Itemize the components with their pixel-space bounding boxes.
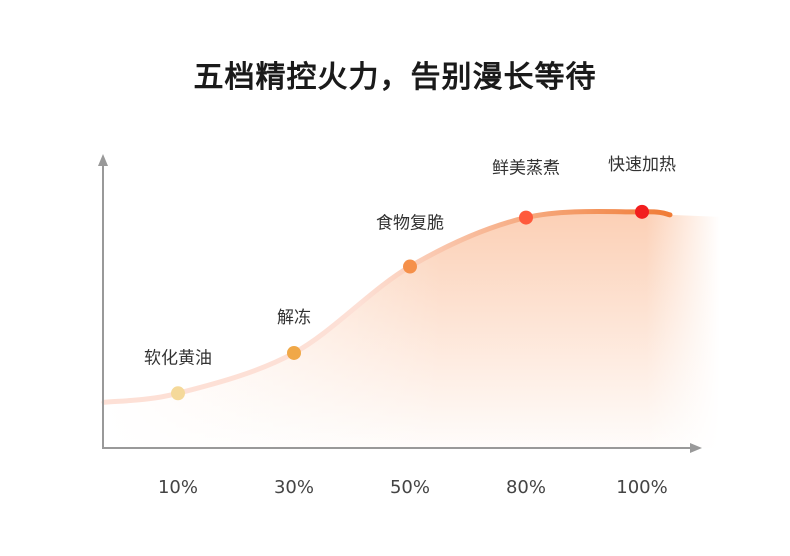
point-label: 软化黄油	[144, 348, 212, 368]
x-axis-arrow	[690, 443, 702, 453]
x-tick-label: 100%	[616, 477, 667, 498]
point-label: 鲜美蒸煮	[492, 159, 560, 179]
data-point	[171, 386, 185, 401]
data-point	[403, 259, 417, 274]
x-tick-label: 50%	[390, 477, 430, 498]
x-tick-label: 80%	[506, 477, 546, 498]
x-tick-label: 10%	[158, 477, 198, 498]
data-point	[287, 345, 301, 360]
data-point	[635, 204, 649, 219]
point-label: 快速加热	[608, 155, 676, 175]
y-axis-arrow	[98, 154, 108, 166]
data-point	[519, 210, 533, 225]
x-tick-label: 30%	[274, 477, 314, 498]
area-fade	[104, 150, 720, 448]
point-label: 解冻	[277, 308, 311, 328]
page-title: 五档精控火力，告别漫长等待	[193, 60, 597, 95]
point-label: 食物复脆	[376, 214, 444, 234]
